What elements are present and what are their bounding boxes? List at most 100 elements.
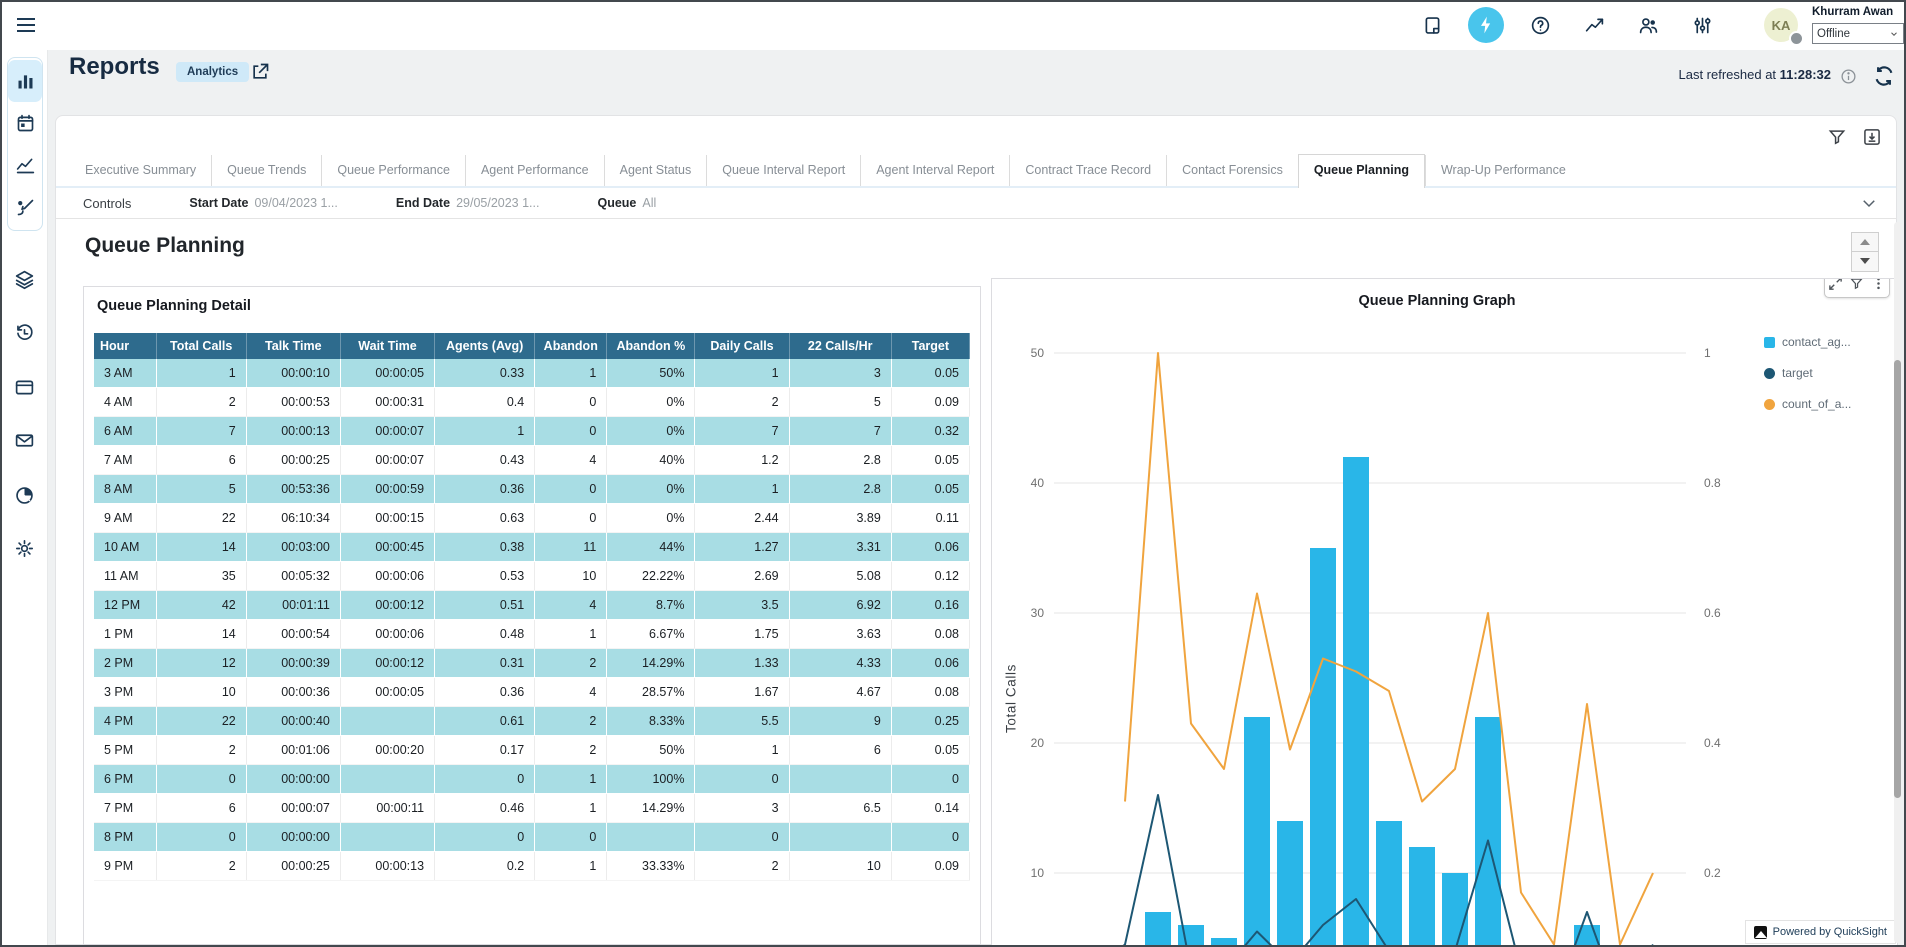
sidebar	[2, 50, 48, 945]
tab-wrap-up-performance[interactable]: Wrap-Up Performance	[1425, 155, 1581, 186]
sidebar-item-mail-icon[interactable]	[7, 419, 41, 461]
filter-queue[interactable]: QueueAll	[597, 196, 656, 210]
sidebar-item-design-icon[interactable]	[8, 186, 42, 228]
svg-text:0.2: 0.2	[1704, 866, 1721, 880]
chart-filter-icon[interactable]	[1849, 278, 1864, 291]
svg-text:10: 10	[1031, 866, 1045, 880]
queue-planning-table[interactable]: HourTotal CallsTalk TimeWait TimeAgents …	[94, 333, 970, 881]
col-header[interactable]: Hour	[94, 333, 156, 359]
sidebar-item-history-icon[interactable]	[7, 311, 41, 353]
status-dropdown[interactable]: Offline	[1812, 23, 1904, 44]
tab-queue-interval-report[interactable]: Queue Interval Report	[706, 155, 860, 186]
table-row[interactable]: 3 PM1000:00:3600:00:050.36428.57%1.674.6…	[94, 678, 970, 707]
table-row[interactable]: 1 PM1400:00:5400:00:060.4816.67%1.753.63…	[94, 620, 970, 649]
chart-toolbar	[1824, 278, 1890, 298]
status-dropdown-value: Offline	[1817, 28, 1850, 40]
tab-agent-status[interactable]: Agent Status	[604, 155, 707, 186]
svg-text:0.4: 0.4	[1704, 736, 1721, 750]
tab-contact-forensics[interactable]: Contact Forensics	[1166, 155, 1298, 186]
table-row[interactable]: 9 PM200:00:2500:00:130.2133.33%2100.09	[94, 852, 970, 881]
top-bar: KA Khurram Awan Offline	[0, 0, 1906, 50]
external-link-icon[interactable]	[250, 62, 270, 82]
sidebar-item-layers-icon[interactable]	[7, 258, 41, 300]
col-header[interactable]: Talk Time	[246, 333, 340, 359]
table-row[interactable]: 10 AM1400:03:0000:00:450.381144%1.273.31…	[94, 533, 970, 562]
tab-queue-performance[interactable]: Queue Performance	[321, 155, 465, 186]
powered-by-text: Powered by QuickSight	[1773, 926, 1887, 938]
table-row[interactable]: 2 PM1200:00:3900:00:120.31214.29%1.334.3…	[94, 649, 970, 678]
table-row[interactable]: 6 PM000:00:0001100%00	[94, 765, 970, 794]
legend-item-count-of-a-[interactable]: count_of_a...	[1764, 397, 1851, 411]
table-row[interactable]: 3 AM100:00:1000:00:050.33150%130.05	[94, 359, 970, 388]
scrollbar-thumb[interactable]	[1894, 360, 1901, 798]
sidebar-item-window-icon[interactable]	[7, 366, 41, 408]
tab-agent-interval-report[interactable]: Agent Interval Report	[860, 155, 1009, 186]
table-row[interactable]: 8 PM000:00:000000	[94, 823, 970, 852]
filter-icon[interactable]	[1827, 127, 1847, 147]
sidebar-item-pie-chart-icon[interactable]	[7, 474, 41, 516]
topbar-actions	[1414, 7, 1720, 43]
sliders-icon[interactable]	[1684, 7, 1720, 43]
table-row[interactable]: 6 AM700:00:1300:00:07100%770.32	[94, 417, 970, 446]
note-icon[interactable]	[1414, 7, 1450, 43]
scroll-down-button[interactable]	[1852, 252, 1878, 270]
filter-end-date[interactable]: End Date29/05/2023 1...	[396, 196, 540, 210]
controls-collapse-chevron-icon[interactable]	[1860, 194, 1878, 212]
table-row[interactable]: 11 AM3500:05:3200:00:060.531022.22%2.695…	[94, 562, 970, 591]
download-icon[interactable]	[1862, 127, 1882, 147]
col-header[interactable]: Daily Calls	[695, 333, 789, 359]
tab-queue-planning[interactable]: Queue Planning	[1298, 154, 1425, 188]
table-row[interactable]: 5 PM200:01:0600:00:200.17250%160.05	[94, 736, 970, 765]
col-header[interactable]: Abandon %	[607, 333, 695, 359]
legend-item-target[interactable]: target	[1764, 366, 1851, 380]
table-row[interactable]: 7 PM600:00:0700:00:110.46114.29%36.50.14	[94, 794, 970, 823]
tab-executive-summary[interactable]: Executive Summary	[70, 155, 211, 186]
expand-icon[interactable]	[1828, 278, 1843, 291]
agents-icon[interactable]	[1630, 7, 1666, 43]
chevron-down-icon	[1889, 29, 1899, 39]
svg-text:30: 30	[1031, 606, 1045, 620]
info-icon[interactable]	[1840, 68, 1857, 85]
sidebar-item-gear-icon[interactable]	[7, 527, 41, 569]
svg-text:20: 20	[1031, 736, 1045, 750]
trend-chart-icon[interactable]	[1576, 7, 1612, 43]
analytics-badge: Analytics	[176, 62, 249, 82]
svg-text:50: 50	[1031, 346, 1045, 360]
last-refreshed-label: Last refreshed at	[1678, 67, 1776, 82]
flash-icon[interactable]	[1468, 7, 1504, 43]
quicksight-logo	[1754, 926, 1767, 939]
table-row[interactable]: 12 PM4200:01:1100:00:120.5148.7%3.56.920…	[94, 591, 970, 620]
tab-agent-performance[interactable]: Agent Performance	[465, 155, 604, 186]
legend-item-contact-ag-[interactable]: contact_ag...	[1764, 335, 1851, 349]
table-row[interactable]: 8 AM500:53:3600:00:590.3600%12.80.05	[94, 475, 970, 504]
sidebar-item-bar-chart-icon[interactable]	[8, 60, 42, 102]
dashboard-panel: Executive SummaryQueue TrendsQueue Perfo…	[55, 115, 1897, 945]
table-title: Queue Planning Detail	[97, 298, 251, 314]
table-row[interactable]: 7 AM600:00:2500:00:070.43440%1.22.80.05	[94, 446, 970, 475]
col-header[interactable]: Agents (Avg)	[435, 333, 535, 359]
svg-text:1: 1	[1704, 346, 1711, 360]
filter-start-date[interactable]: Start Date09/04/2023 1...	[189, 196, 337, 210]
sidebar-item-line-chart-icon[interactable]	[8, 144, 42, 186]
col-header[interactable]: Total Calls	[156, 333, 246, 359]
tab-contract-trace-record[interactable]: Contract Trace Record	[1009, 155, 1166, 186]
col-header[interactable]: Abandon	[535, 333, 607, 359]
scroll-up-button[interactable]	[1852, 233, 1878, 252]
col-header[interactable]: Wait Time	[340, 333, 434, 359]
table-row[interactable]: 4 AM200:00:5300:00:310.400%250.09	[94, 388, 970, 417]
col-header[interactable]: Target	[891, 333, 969, 359]
queue-planning-chart[interactable]: 10 20 30 40 50 0.2 0.4 0.6 0.8 1	[992, 279, 1897, 945]
page-title: Reports	[69, 53, 160, 81]
sidebar-item-calendar-icon[interactable]	[8, 102, 42, 144]
svg-text:0.6: 0.6	[1704, 606, 1721, 620]
col-header[interactable]: 22 Calls/Hr	[789, 333, 891, 359]
hamburger-menu-icon[interactable]	[14, 13, 38, 37]
table-row[interactable]: 9 AM2206:10:3400:00:150.6300%2.443.890.1…	[94, 504, 970, 533]
help-icon[interactable]	[1522, 7, 1558, 43]
table-row[interactable]: 4 PM2200:00:400.6128.33%5.590.25	[94, 707, 970, 736]
refresh-icon[interactable]	[1873, 65, 1895, 87]
svg-text:0.8: 0.8	[1704, 476, 1721, 490]
svg-text:40: 40	[1031, 476, 1045, 490]
kebab-menu-icon[interactable]	[1871, 278, 1886, 291]
tab-queue-trends[interactable]: Queue Trends	[211, 155, 321, 186]
